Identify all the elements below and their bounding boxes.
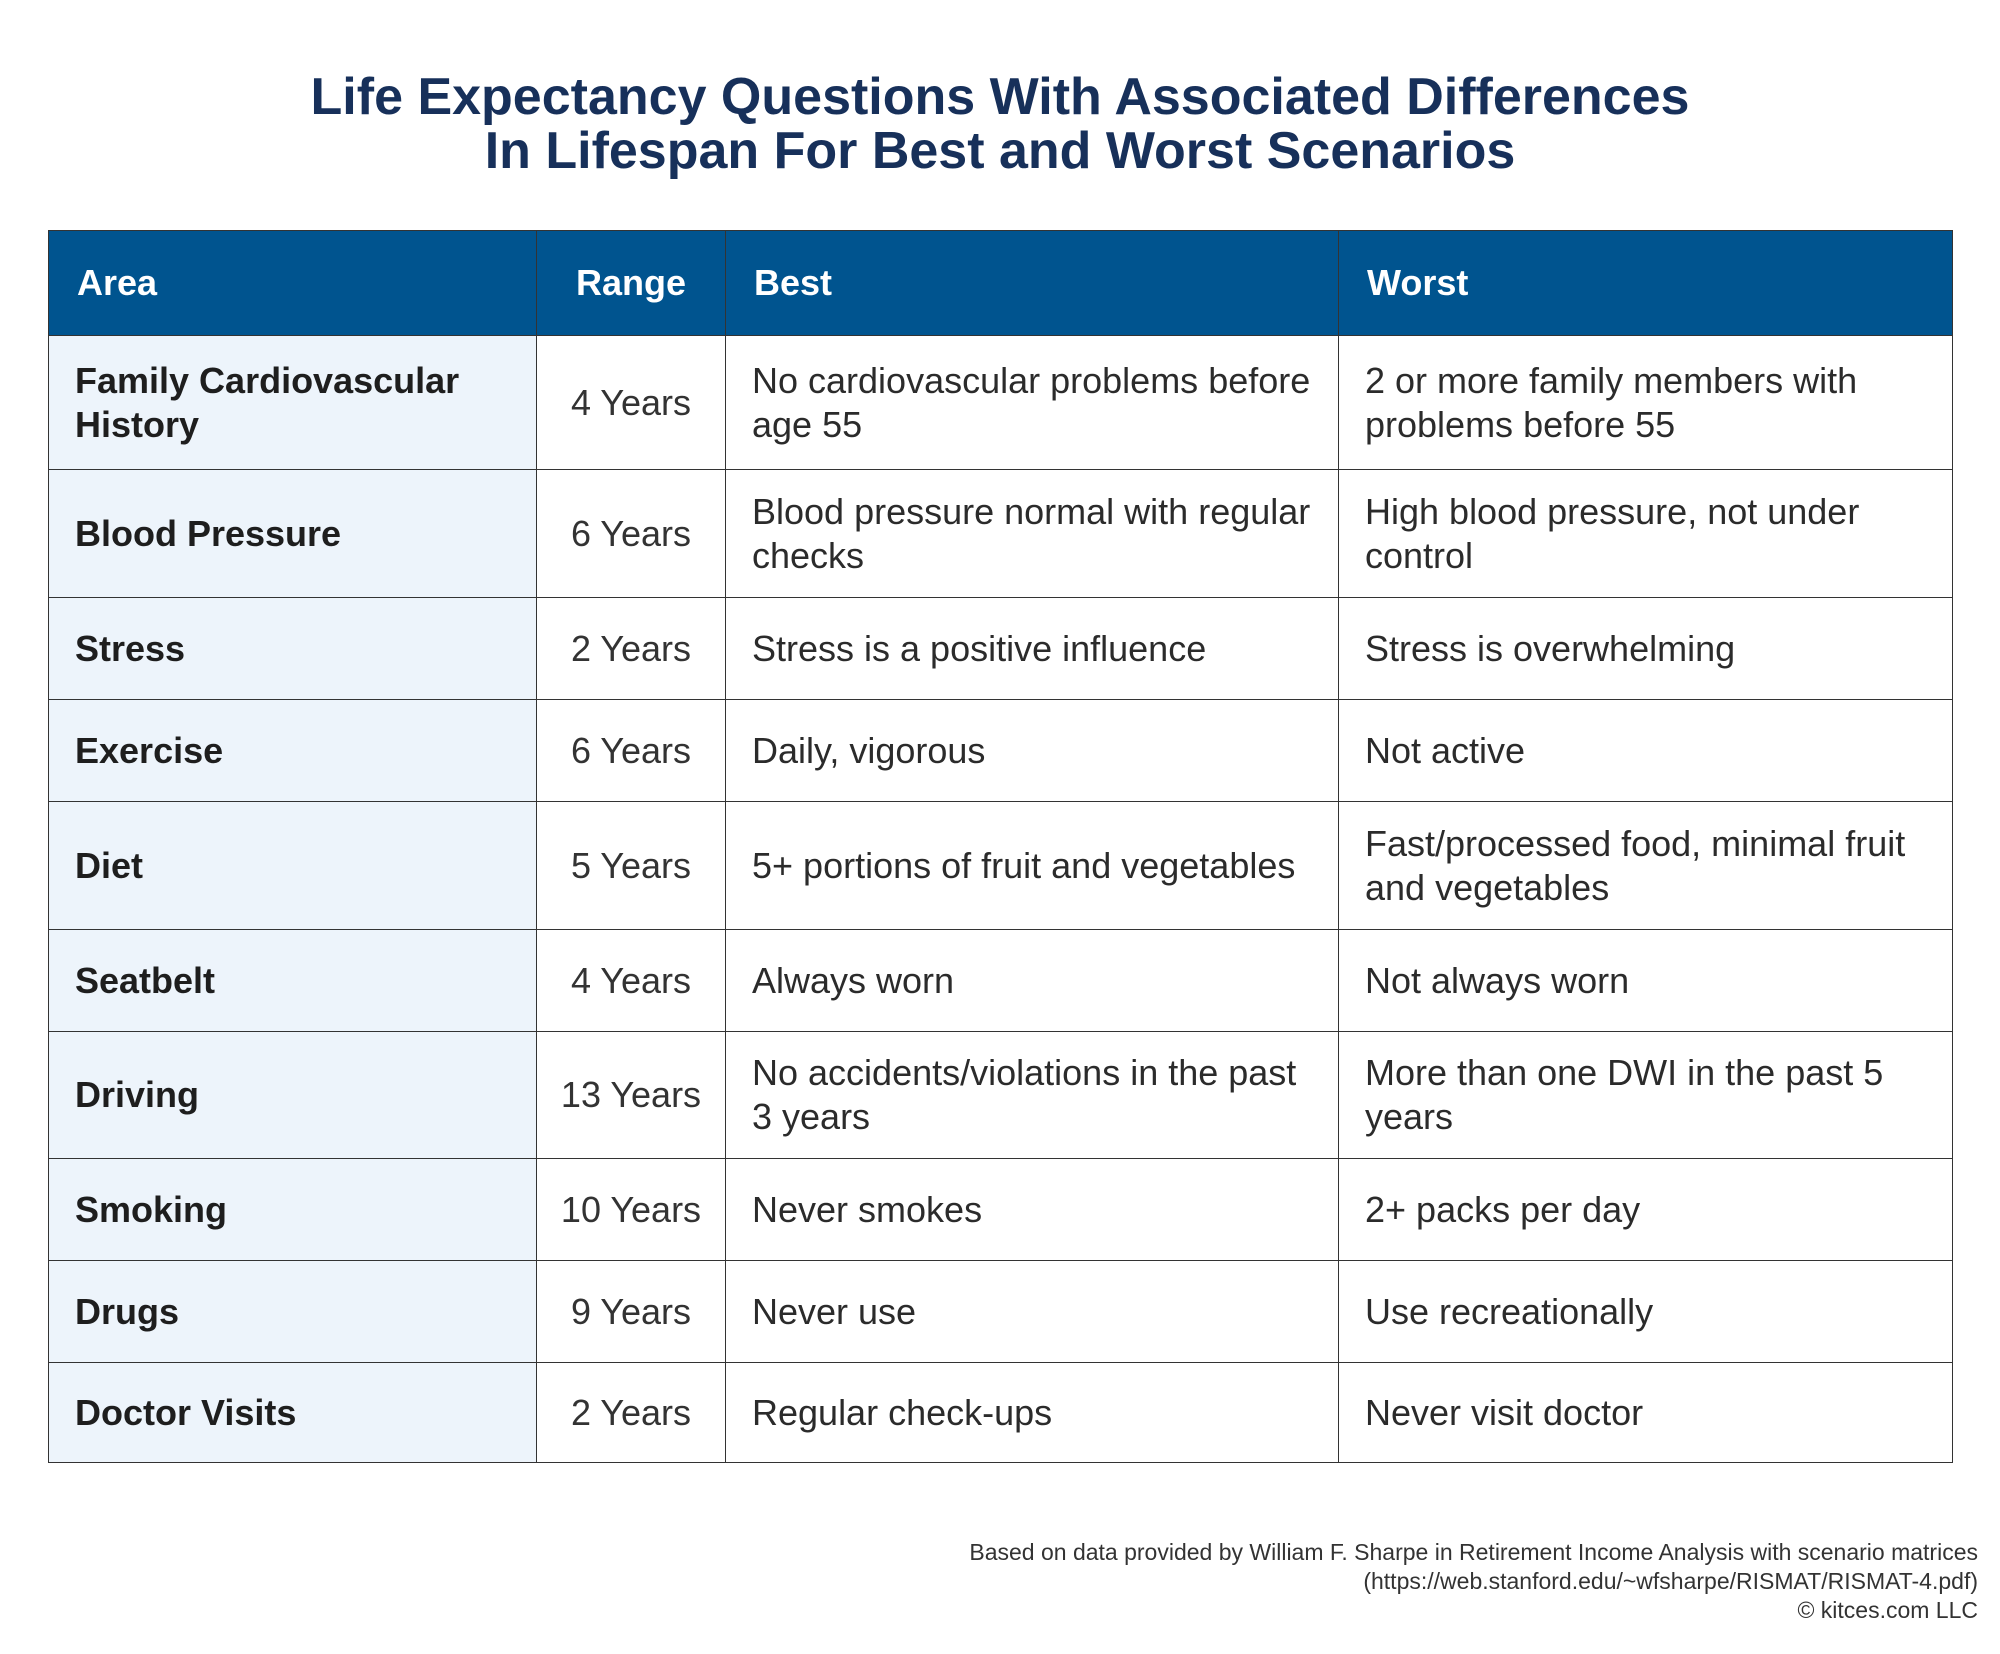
table-row: Exercise 6 Years Daily, vigorous Not active [48, 699, 1953, 802]
cell-best: Never use [725, 1260, 1339, 1363]
page-title: Life Expectancy Questions With Associate… [0, 70, 2000, 178]
table-header-row: Area Range Best Worst [48, 230, 1953, 336]
cell-worst: 2 or more family members with problems b… [1338, 335, 1953, 470]
header-best: Best [725, 230, 1339, 336]
cell-best: Regular check-ups [725, 1362, 1339, 1463]
source-note: Based on data provided by William F. Sha… [969, 1539, 1978, 1565]
cell-worst: Not active [1338, 699, 1953, 802]
cell-range: 9 Years [536, 1260, 726, 1363]
cell-area: Driving [48, 1031, 537, 1159]
cell-area: Exercise [48, 699, 537, 802]
cell-area: Doctor Visits [48, 1362, 537, 1463]
cell-worst: Not always worn [1338, 929, 1953, 1032]
cell-best: Never smokes [725, 1158, 1339, 1261]
cell-area: Stress [48, 597, 537, 700]
table-row: Seatbelt 4 Years Always worn Not always wor… [48, 929, 1953, 1032]
cell-worst: Fast/processed food, minimal fruit and v… [1338, 801, 1953, 930]
table-row: Blood Pressure 6 Years Blood pressure norm… [48, 469, 1953, 598]
cell-worst: Use recreationally [1338, 1260, 1953, 1363]
table-row: Family Cardiovascular History 4 Years No c… [48, 335, 1953, 470]
cell-best: Always worn [725, 929, 1339, 1032]
cell-range: 2 Years [536, 1362, 726, 1463]
header-area: Area [48, 230, 537, 336]
cell-area: Family Cardiovascular History [48, 335, 537, 470]
cell-worst: 2+ packs per day [1338, 1158, 1953, 1261]
title-line-2: In Lifespan For Best and Worst Scenarios [484, 122, 1516, 180]
cell-range: 5 Years [536, 801, 726, 930]
source-url: (https://web.stanford.edu/~wfsharpe/RISM… [1363, 1568, 1978, 1594]
life-expectancy-table: Area Range Best Worst Family Cardiovascu… [48, 230, 1953, 1463]
copyright: © kitces.com LLC [1797, 1597, 1978, 1623]
cell-best: No cardiovascular problems before age 55 [725, 335, 1339, 470]
cell-best: 5+ portions of fruit and vegetables [725, 801, 1339, 930]
title-line-1: Life Expectancy Questions With Associate… [310, 68, 1690, 126]
cell-worst: High blood pressure, not under control [1338, 469, 1953, 598]
cell-best: Stress is a positive influence [725, 597, 1339, 700]
table-row: Diet 5 Years 5+ portions of fruit and vege… [48, 801, 1953, 930]
cell-area: Seatbelt [48, 929, 537, 1032]
cell-best: Daily, vigorous [725, 699, 1339, 802]
table-row: Drugs 9 Years Never use Use recreationally [48, 1260, 1953, 1363]
table-row: Doctor Visits 2 Years Regular check-ups Nev… [48, 1362, 1953, 1463]
cell-area: Diet [48, 801, 537, 930]
cell-range: 10 Years [536, 1158, 726, 1261]
table-row: Stress 2 Years Stress is a positive influe… [48, 597, 1953, 700]
cell-range: 6 Years [536, 469, 726, 598]
cell-best: Blood pressure normal with regular check… [725, 469, 1339, 598]
cell-range: 4 Years [536, 929, 726, 1032]
cell-worst: Stress is overwhelming [1338, 597, 1953, 700]
cell-area: Blood Pressure [48, 469, 537, 598]
cell-range: 2 Years [536, 597, 726, 700]
cell-worst: Never visit doctor [1338, 1362, 1953, 1463]
header-worst: Worst [1338, 230, 1953, 336]
cell-area: Drugs [48, 1260, 537, 1363]
source-footer: Based on data provided by William F. Sha… [969, 1538, 1978, 1625]
cell-range: 6 Years [536, 699, 726, 802]
cell-range: 13 Years [536, 1031, 726, 1159]
cell-area: Smoking [48, 1158, 537, 1261]
cell-best: No accidents/violations in the past 3 ye… [725, 1031, 1339, 1159]
cell-range: 4 Years [536, 335, 726, 470]
header-range: Range [536, 230, 726, 336]
table-row: Driving 13 Years No accidents/violations i… [48, 1031, 1953, 1159]
cell-worst: More than one DWI in the past 5 years [1338, 1031, 1953, 1159]
table-row: Smoking 10 Years Never smokes 2+ packs per … [48, 1158, 1953, 1261]
